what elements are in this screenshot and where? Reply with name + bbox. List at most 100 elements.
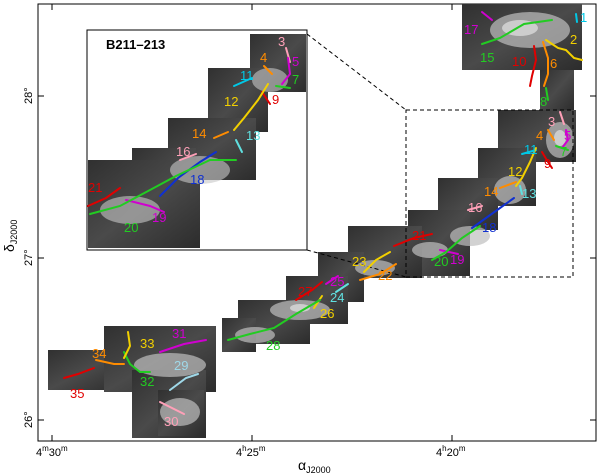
zoom-connector-bottom [306,249,407,278]
label-1: 1 [580,10,587,25]
label-6: 6 [550,56,557,71]
label-13: 13 [522,186,536,201]
filament-1 [575,13,578,23]
inset-filament-9 [261,91,271,105]
inset-label-18: 18 [190,172,204,187]
label-8: 8 [540,94,547,109]
label-3: 3 [548,114,555,129]
label-7: 7 [560,144,567,159]
inset-filament-13 [235,139,243,153]
label-24: 24 [330,290,344,305]
filament-5 [561,129,570,149]
filament-31 [159,339,207,353]
label-29: 29 [174,358,188,373]
y-tick-labels: 26° 27° 28° [23,87,35,428]
label-16: 16 [468,200,482,215]
inset-label-20: 20 [124,220,138,235]
filament-14 [499,181,517,189]
inset-filament-16 [179,153,197,161]
filament-paths [63,11,583,415]
label-18: 18 [482,220,496,235]
filament-30 [159,401,185,415]
inset-filament-20 [89,159,237,215]
inset-filament-7 [275,85,291,89]
filament-10 [529,45,538,87]
inset-title: B211–213 [106,37,165,52]
inset-filament-19 [125,199,165,213]
filament-33 [123,331,132,359]
filament-35 [63,367,95,379]
label-20: 20 [434,254,448,269]
label-4: 4 [536,128,543,143]
label-34: 34 [92,346,106,361]
inset-label-7: 7 [292,72,299,87]
label-25: 25 [330,274,344,289]
label-19: 19 [450,252,464,267]
filament-25 [325,275,339,285]
inset-panel: B211–213 [86,29,308,251]
inset-label-4: 4 [260,50,267,65]
label-26: 26 [320,306,334,321]
x-tick-label: 4m30m [36,444,68,459]
filament-8 [545,87,549,101]
label-14: 14 [484,184,498,199]
inset-filament-paths [87,47,292,215]
label-15: 15 [480,50,494,65]
inset-filament-5 [281,57,292,85]
inset-label-21: 21 [88,180,102,195]
inset-label-13: 13 [246,128,260,143]
filament-22 [359,263,397,281]
filament-4 [547,129,555,141]
label-32: 32 [140,374,154,389]
inset-filament-labels: 3 4 5 7 9 11 12 13 14 16 18 19 20 21 [88,34,299,235]
label-28: 28 [266,338,280,353]
inset-label-3: 3 [278,34,285,49]
label-5: 5 [564,128,571,143]
label-10: 10 [512,54,526,69]
filament-9 [541,151,553,169]
inset-filament-3 [285,47,291,63]
inset-label-16: 16 [176,144,190,159]
filament-17 [481,11,493,21]
filament-20 [431,225,481,261]
y-axis-title: δJ2000 [1,220,19,252]
filament-15 [481,19,553,45]
y-axis-ticks [38,95,596,421]
label-12: 12 [508,164,522,179]
label-21: 21 [412,228,426,243]
inset-label-12: 12 [224,94,238,109]
filament-12 [515,147,537,187]
filament-29 [169,373,199,391]
x-tick-label: 4h25m [236,444,266,459]
label-22: 22 [378,268,392,283]
label-23: 23 [352,254,366,269]
filament-24 [335,283,349,293]
filament-7 [555,145,569,151]
x-axis-ticks [51,4,453,441]
y-tick-label: 27° [23,249,35,266]
label-33: 33 [140,336,154,351]
y-tick-label: 28° [23,87,35,104]
filament-3 [559,111,565,125]
label-11: 11 [524,142,538,157]
inset-filament-4 [263,65,273,75]
filament-21 [393,233,433,247]
x-axis-title: αJ2000 [298,457,331,473]
filament-27 [295,281,323,301]
filament-13 [519,185,523,195]
filament-34 [95,359,125,365]
zoom-region-box [405,109,574,278]
filament-6 [542,41,549,87]
label-35: 35 [70,386,84,401]
x-tick-label: 4h20m [436,444,466,459]
filament-18 [471,197,515,229]
y-tick-label: 26° [23,411,35,428]
inset-label-9: 9 [272,92,279,107]
label-2: 2 [570,32,577,47]
filament-19 [439,249,459,255]
inset-label-14: 14 [192,126,206,141]
label-17: 17 [464,22,478,37]
filament-16 [467,205,483,211]
inset-filament-21 [87,187,121,207]
